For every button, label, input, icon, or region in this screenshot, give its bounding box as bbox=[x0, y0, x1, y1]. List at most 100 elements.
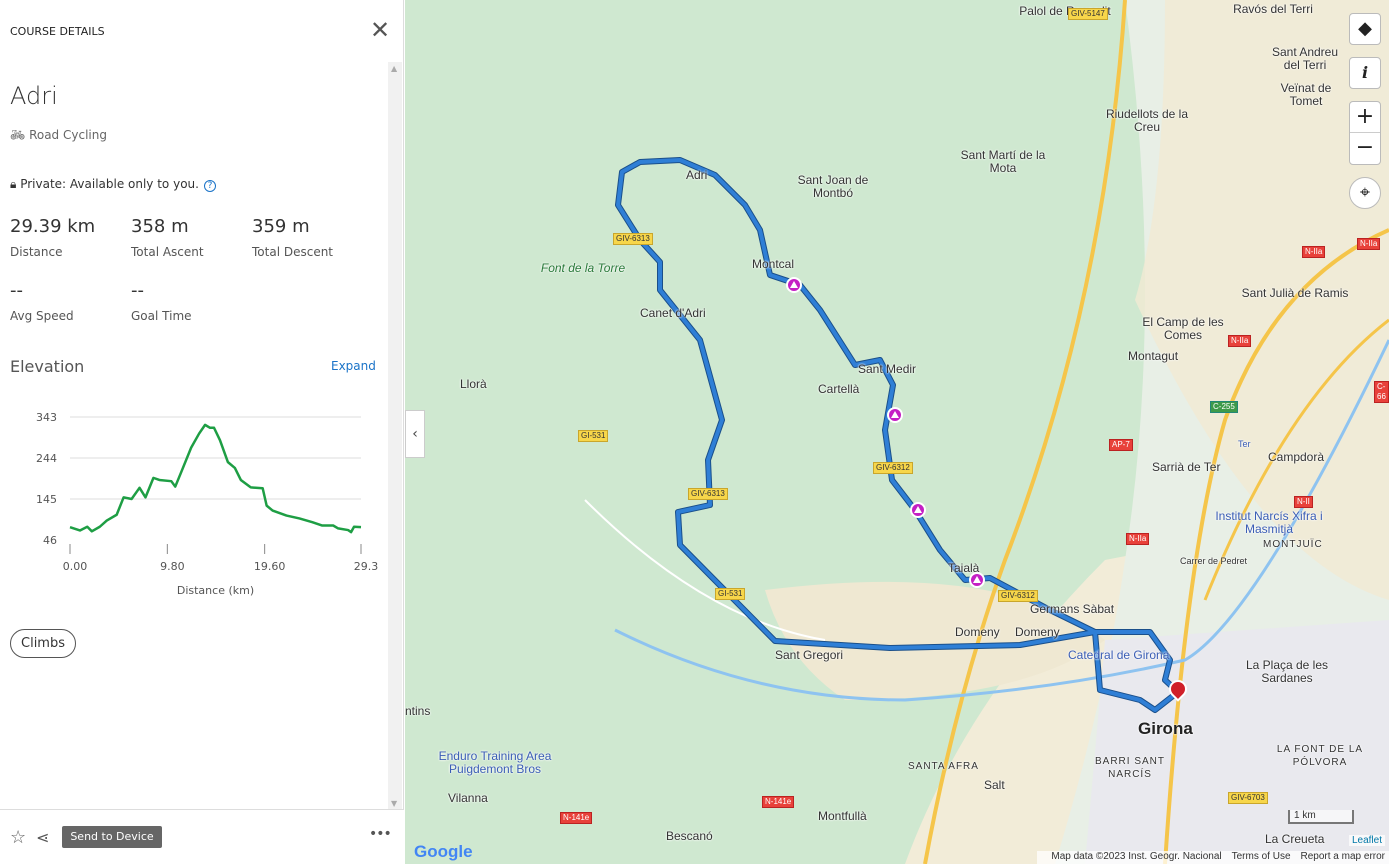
map-place-label: Taialà bbox=[948, 561, 980, 575]
map-place-label: Vilanna bbox=[448, 791, 488, 805]
map-place-label: Font de la Torre bbox=[540, 261, 626, 275]
zoom-in-button[interactable]: + bbox=[1350, 102, 1380, 133]
map-place-label: Catedral de Girona bbox=[1068, 648, 1170, 662]
y-tick-label: 244 bbox=[36, 452, 57, 465]
map[interactable]: Palol de Revardit Ravós del Terri Sant And… bbox=[405, 0, 1389, 864]
locate-button[interactable]: ⌖ bbox=[1349, 177, 1381, 209]
climb-marker-icon[interactable] bbox=[969, 572, 985, 588]
stat-distance: 29.39 km Distance bbox=[10, 216, 96, 259]
map-place-label: La Creueta bbox=[1265, 832, 1325, 846]
elevation-chart: 343 244 145 46 0.00 9.80 19.60 29.3 Distance (km… bbox=[36, 411, 379, 597]
road-badge: N-IIa bbox=[1357, 238, 1381, 250]
leaflet-link[interactable]: Leaflet bbox=[1348, 835, 1385, 846]
road-badge: GIV-5147 bbox=[1068, 8, 1108, 20]
map-place-label: Cartellà bbox=[818, 382, 860, 396]
map-place-label: SANTA AFRA bbox=[908, 761, 979, 772]
layers-button[interactable]: ◆ bbox=[1349, 13, 1381, 45]
collapse-panel-button[interactable]: ‹ bbox=[405, 410, 425, 458]
elevation-line bbox=[69, 423, 362, 534]
map-place-label: Sant Julià de Ramis bbox=[1241, 286, 1349, 300]
map-attribution: Map data ©2023 Inst. Geogr. Nacional Term… bbox=[1037, 851, 1389, 864]
course-details-panel: COURSE DETAILS ✕ ▲ ▼ Adri 🚲︎ Road Cycling… bbox=[0, 0, 404, 864]
map-place-label: MONTJUÏC bbox=[1263, 539, 1323, 550]
scale-bar: 1 km bbox=[1288, 810, 1354, 824]
road-badge: GIV-6312 bbox=[873, 462, 913, 474]
climbs-button[interactable]: Climbs bbox=[10, 629, 76, 658]
course-route bbox=[616, 158, 1180, 712]
google-logo: Google bbox=[414, 842, 473, 861]
x-tick-label: 29.3 bbox=[354, 560, 379, 573]
y-tick-label: 343 bbox=[36, 411, 57, 424]
panel-footer: ☆ ⋖ Send to Device ••• bbox=[0, 809, 404, 864]
privacy-text: Private: Available only to you. bbox=[20, 177, 199, 191]
map-place-label: Salt bbox=[984, 778, 1005, 792]
road-badge: N-141e bbox=[560, 812, 593, 824]
x-tick-label: 0.00 bbox=[63, 560, 88, 573]
map-place-label: Domeny bbox=[955, 625, 1000, 639]
more-options-icon[interactable]: ••• bbox=[369, 826, 392, 842]
map-place-label: Sant Andreu del Terri bbox=[1271, 45, 1339, 72]
map-place-label: Sarrià de Ter bbox=[1152, 460, 1221, 474]
map-place-label: BARRI SANT NARCÍS bbox=[1094, 756, 1165, 780]
crosshair-icon: ⌖ bbox=[1359, 182, 1371, 203]
map-place-label: La Plaça de les Sardanes bbox=[1245, 658, 1329, 685]
star-icon[interactable]: ☆ bbox=[10, 827, 27, 848]
y-tick-label: 46 bbox=[43, 534, 57, 547]
map-place-label: Bescanó bbox=[666, 829, 713, 843]
panel-header: COURSE DETAILS bbox=[10, 25, 105, 38]
climb-marker-icon[interactable] bbox=[786, 277, 802, 293]
road-badge: N-IIa bbox=[1126, 533, 1150, 545]
map-place-label: Canet d'Adri bbox=[640, 306, 706, 320]
road-badge: C-255 bbox=[1210, 401, 1238, 413]
stat-total-descent: 359 m Total Descent bbox=[252, 216, 334, 259]
map-place-label: Germans Sàbat bbox=[1030, 602, 1115, 616]
map-place-label: ntins bbox=[405, 704, 431, 718]
road-badge: GIV-6703 bbox=[1228, 792, 1268, 804]
climb-marker-icon[interactable] bbox=[910, 502, 926, 518]
stat-avg-speed: -- Avg Speed bbox=[10, 280, 74, 323]
scrollbar[interactable]: ▲ ▼ bbox=[388, 62, 402, 810]
stat-goal-time: -- Goal Time bbox=[131, 280, 192, 323]
stat-total-ascent: 358 m Total Ascent bbox=[131, 216, 204, 259]
x-tick-label: 19.60 bbox=[254, 560, 286, 573]
send-to-device-button[interactable]: Send to Device bbox=[62, 826, 162, 848]
zoom-out-button[interactable]: − bbox=[1355, 135, 1375, 160]
terms-link[interactable]: Terms of Use bbox=[1231, 851, 1291, 862]
course-title: Adri bbox=[10, 82, 58, 110]
map-place-label: Institut Narcís Xifra i Masmitjà bbox=[1215, 509, 1323, 536]
lock-icon: 🔒︎ bbox=[10, 177, 21, 191]
map-place-label: Carrer de Pedret bbox=[1180, 556, 1248, 566]
map-place-label: Adri bbox=[686, 168, 708, 182]
climb-marker-icon[interactable] bbox=[887, 407, 903, 423]
report-error-link[interactable]: Report a map error bbox=[1300, 851, 1385, 862]
close-icon[interactable]: ✕ bbox=[370, 16, 391, 44]
info-button[interactable]: i bbox=[1349, 57, 1381, 89]
map-place-label: Montfullà bbox=[818, 809, 867, 823]
road-badge: AP-7 bbox=[1109, 439, 1133, 451]
road-badge: N-II bbox=[1294, 496, 1313, 508]
expand-link[interactable]: Expand bbox=[331, 359, 376, 373]
map-place-label: Sant Martí de la Mota bbox=[960, 148, 1046, 175]
layers-icon: ◆ bbox=[1358, 18, 1372, 39]
map-place-label: Sant Joan de Montbó bbox=[797, 173, 869, 200]
road-badge: C-66 bbox=[1374, 381, 1389, 403]
help-icon[interactable]: ? bbox=[203, 180, 216, 192]
map-place-label: Riudellots de la Creu bbox=[1105, 107, 1189, 134]
bicycle-icon: 🚲︎ bbox=[10, 128, 30, 142]
map-place-label: Sant Gregori bbox=[775, 648, 844, 662]
share-icon[interactable]: ⋖ bbox=[36, 828, 50, 847]
road-badge: GI-531 bbox=[578, 430, 609, 442]
map-place-label: El Camp de les Comes bbox=[1142, 315, 1224, 342]
map-place-label: Llorà bbox=[460, 377, 487, 391]
map-place-label: LA FONT DE LA PÓLVORA bbox=[1276, 744, 1364, 768]
map-place-label: Enduro Training Area Puigdemont Bros bbox=[438, 749, 552, 776]
map-place-label: Ter bbox=[1238, 439, 1251, 449]
x-axis-label: Distance (km) bbox=[177, 584, 254, 597]
road-badge: GIV-6313 bbox=[613, 233, 653, 245]
road-badge: GIV-6312 bbox=[998, 590, 1038, 602]
map-place-label: Ravós del Terri bbox=[1233, 2, 1313, 16]
map-place-label: Campdorà bbox=[1268, 450, 1325, 464]
map-place-label: Sant Medir bbox=[858, 362, 917, 376]
info-icon: i bbox=[1361, 63, 1369, 82]
road-badge: GI-531 bbox=[715, 588, 746, 600]
